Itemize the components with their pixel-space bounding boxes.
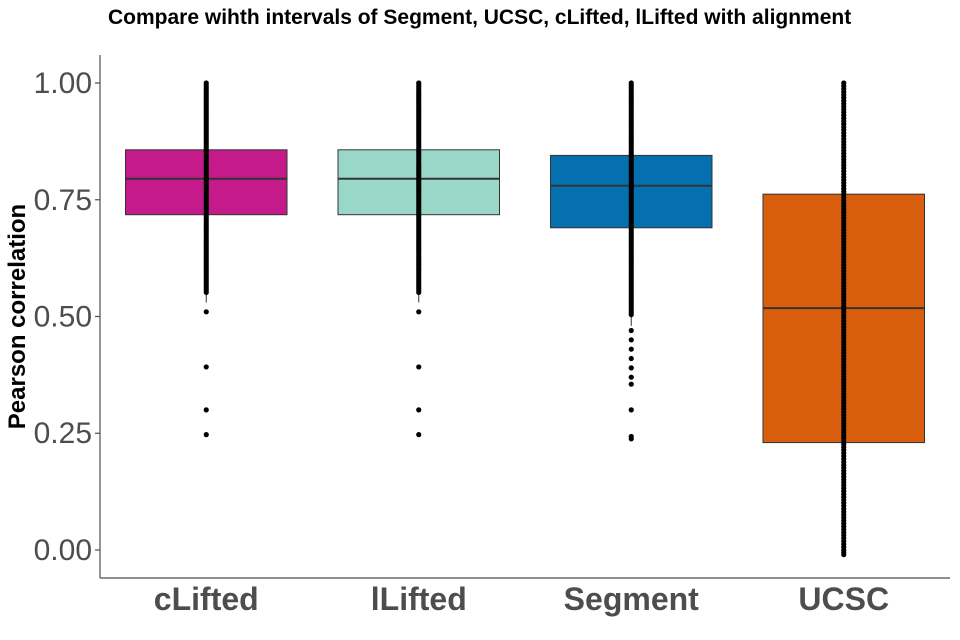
y-tick-label: 0.00 bbox=[34, 534, 92, 567]
data-point bbox=[628, 80, 634, 86]
x-tick-label: cLifted bbox=[154, 581, 259, 617]
outlier-point bbox=[628, 327, 634, 334]
y-tick-label: 0.25 bbox=[34, 417, 92, 450]
outlier-point bbox=[628, 346, 634, 352]
outlier-point bbox=[203, 364, 209, 370]
data-point bbox=[203, 80, 209, 86]
data-point bbox=[416, 80, 422, 86]
y-axis-label: Pearson correlation bbox=[4, 204, 31, 429]
outlier-point bbox=[628, 374, 634, 380]
y-tick-label: 0.75 bbox=[34, 184, 92, 217]
y-tick-label: 0.50 bbox=[34, 301, 92, 334]
outlier-point bbox=[416, 432, 422, 438]
outlier-point bbox=[416, 407, 422, 413]
outlier-point bbox=[203, 309, 209, 315]
outlier-point bbox=[628, 337, 634, 343]
outlier-point bbox=[628, 407, 634, 413]
data-point bbox=[841, 80, 847, 86]
outlier-point bbox=[628, 436, 634, 442]
outlier-point bbox=[628, 381, 634, 387]
x-tick-label: lLifted bbox=[371, 581, 467, 617]
outlier-point bbox=[628, 355, 634, 362]
outlier-point bbox=[416, 364, 422, 370]
outlier-point bbox=[841, 552, 847, 558]
outlier-point bbox=[203, 432, 209, 438]
y-tick-label: 1.00 bbox=[34, 67, 92, 100]
x-tick-label: UCSC bbox=[798, 581, 889, 617]
chart-title: Compare wihth intervals of Segment, UCSC… bbox=[108, 6, 852, 29]
outlier-point bbox=[628, 365, 634, 371]
outlier-point bbox=[416, 309, 422, 315]
outlier-point bbox=[203, 407, 209, 413]
x-tick-label: Segment bbox=[564, 581, 699, 617]
